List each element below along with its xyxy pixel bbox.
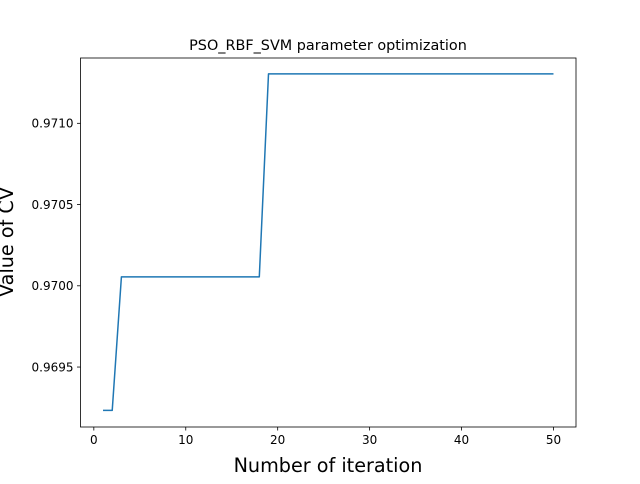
y-tick-label: 0.9700 xyxy=(32,279,74,293)
x-axis-label: Number of iteration xyxy=(234,454,423,477)
chart-title: PSO_RBF_SVM parameter optimization xyxy=(189,38,467,54)
y-tick-label: 0.9710 xyxy=(32,117,74,131)
plot-area: 0 10 20 30 40 50 0.9695 0.9700 0.9705 0.9710 xyxy=(32,57,577,447)
x-tick-label: 0 xyxy=(90,433,98,447)
x-tick-label: 10 xyxy=(178,433,193,447)
x-tick-label: 50 xyxy=(546,433,561,447)
x-tick-label: 30 xyxy=(362,433,377,447)
series-line-0 xyxy=(103,73,554,412)
y-tick-label: 0.9695 xyxy=(32,360,74,374)
x-tick-label: 40 xyxy=(454,433,469,447)
x-tick-label: 20 xyxy=(270,433,285,447)
axes-frame xyxy=(80,57,577,428)
y-tick-label: 0.9705 xyxy=(32,198,74,212)
y-axis-label: Value of CV xyxy=(0,187,18,297)
